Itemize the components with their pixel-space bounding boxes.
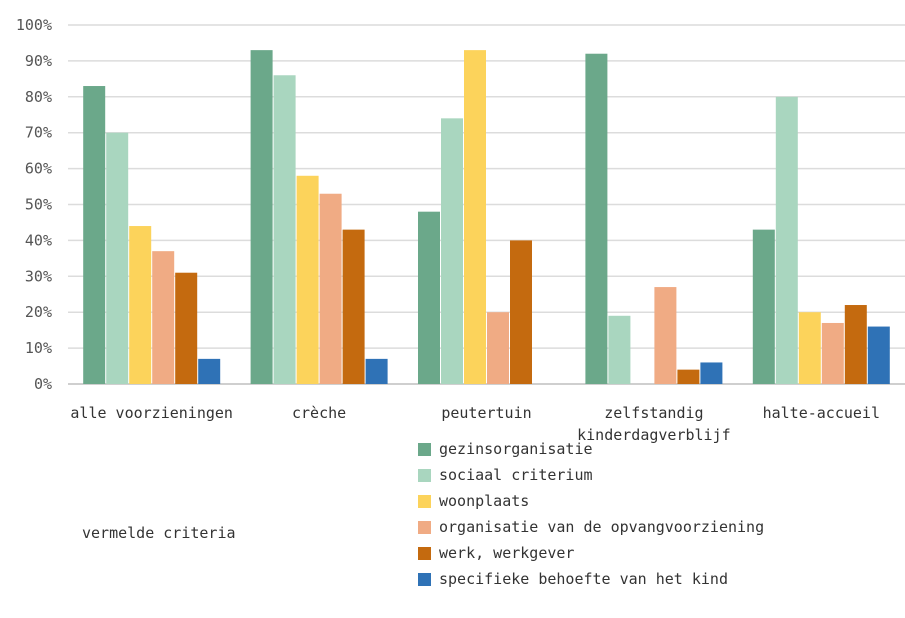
bar [798, 312, 821, 384]
y-tick-label: 30% [25, 267, 52, 285]
bar [585, 53, 608, 384]
y-tick-label: 90% [25, 52, 52, 70]
legend-item: gezinsorganisatie [418, 436, 764, 462]
gridlines [68, 24, 905, 385]
bar [418, 211, 440, 384]
bar-series [83, 50, 890, 385]
bar [654, 287, 677, 384]
bar [250, 50, 273, 384]
x-category-label: alle voorzieningen [70, 404, 233, 422]
bar [198, 358, 221, 384]
bar [273, 75, 296, 384]
bar [752, 229, 775, 384]
legend-swatch [418, 520, 431, 534]
legend-item: specifieke behoefte van het kind [418, 566, 764, 592]
y-tick-label: 40% [25, 231, 52, 249]
bar [867, 326, 890, 384]
x-category-label: halte-accueil [763, 404, 880, 422]
legend: gezinsorganisatie sociaal criterium woonpl… [418, 436, 764, 592]
legend-swatch [418, 572, 431, 586]
bar [129, 226, 152, 384]
legend-item: werk, werkgever [418, 540, 764, 566]
bar [677, 369, 700, 384]
y-tick-label: 10% [25, 339, 52, 357]
y-tick-label: 50% [25, 196, 52, 214]
bar [510, 240, 532, 384]
y-tick-label: 0% [34, 375, 52, 393]
legend-label: werk, werkgever [439, 544, 575, 562]
x-category-label: zelfstandig [604, 404, 703, 422]
bar [487, 312, 509, 384]
legend-label: woonplaats [439, 492, 530, 510]
y-tick-label: 60% [25, 160, 52, 178]
bar [821, 322, 844, 384]
y-tick-label: 80% [25, 88, 52, 106]
chart-annotation: vermelde criteria [82, 524, 236, 542]
bar [608, 315, 631, 384]
y-axis-tick-labels: 0% 10% 20% 30% 40% 50% 60% 70% 80% 90% 100% [16, 16, 52, 393]
legend-label: sociaal criterium [439, 466, 593, 484]
legend-item: organisatie van de opvangvoorziening [418, 514, 764, 540]
x-category-label: peutertuin [441, 404, 531, 422]
legend-swatch [418, 442, 431, 456]
bar [700, 362, 723, 384]
bar [464, 50, 486, 384]
bar [844, 305, 867, 384]
legend-item: sociaal criterium [418, 462, 764, 488]
y-tick-label: 20% [25, 303, 52, 321]
bar [775, 96, 798, 385]
x-category-label: kinderdagverblijf [577, 426, 731, 444]
bar [441, 118, 463, 384]
x-axis-category-labels: alle voorzieningen crèche peutertuin zelfst… [70, 404, 880, 444]
bar [365, 358, 388, 384]
bar [296, 175, 319, 384]
bar [83, 86, 106, 384]
bar [342, 229, 365, 384]
legend-swatch [418, 468, 431, 482]
bar [319, 193, 342, 384]
legend-label: gezinsorganisatie [439, 440, 593, 458]
legend-swatch [418, 494, 431, 508]
y-tick-label: 70% [25, 124, 52, 142]
legend-label: organisatie van de opvangvoorziening [439, 518, 765, 536]
bar [175, 272, 198, 384]
y-tick-label: 100% [16, 16, 52, 34]
legend-item: woonplaats [418, 488, 764, 514]
x-category-label: crèche [292, 404, 346, 422]
legend-swatch [418, 546, 431, 560]
bar [106, 132, 129, 384]
legend-label: specifieke behoefte van het kind [439, 570, 728, 588]
bar [152, 251, 175, 384]
